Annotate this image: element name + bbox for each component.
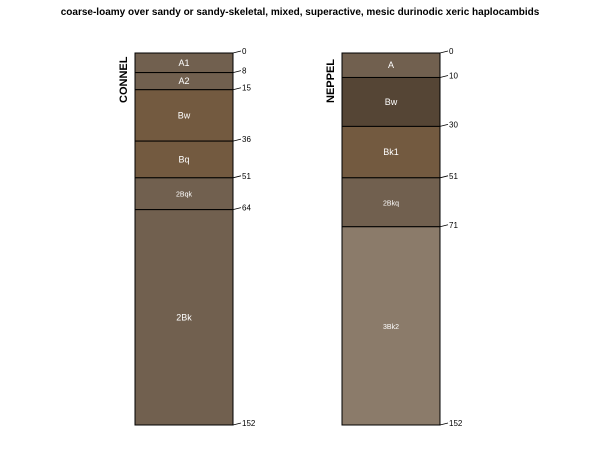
horizon-connel-bq [134, 140, 234, 179]
depth-tick [439, 422, 449, 426]
profile-name-connel: CONNEL [118, 56, 130, 103]
horizon-label: A2 [178, 76, 189, 86]
horizon-label: Bw [385, 97, 398, 107]
depth-label: 0 [242, 47, 247, 56]
depth-label: 152 [449, 419, 463, 428]
horizon-label: 3Bk2 [383, 324, 399, 331]
horizon-neppel-bw [341, 76, 441, 127]
depth-label: 152 [242, 419, 256, 428]
horizon-connel-bw [134, 89, 234, 142]
depth-tick [439, 124, 449, 127]
depth-tick [232, 138, 242, 142]
depth-tick [439, 75, 449, 78]
depth-tick [232, 175, 242, 179]
depth-tick [232, 70, 242, 73]
depth-tick [232, 207, 242, 211]
depth-label: 30 [449, 120, 458, 129]
depth-tick [232, 50, 242, 54]
soil-profile-connel: CONNEL A1 A2 Bw Bq 2Bqk 2Bk 0 8 15 36 51 64 152 [118, 47, 256, 428]
horizon-label: Bq [178, 154, 189, 164]
horizon-label: 2Bk [176, 312, 192, 322]
depth-tick [232, 87, 242, 91]
soil-profile-neppel: NEPPEL A Bw Bk1 2Bkq 3Bk2 0 10 30 51 71 152 [325, 47, 463, 428]
horizon-neppel-a [341, 52, 441, 78]
depth-label: 71 [449, 221, 458, 230]
depth-label: 10 [449, 71, 458, 80]
depth-label: 15 [242, 84, 251, 93]
depth-label: 51 [242, 172, 251, 181]
depth-label: 8 [242, 67, 247, 76]
depth-tick [439, 224, 449, 228]
depth-tick [232, 422, 242, 426]
depth-label: 36 [242, 135, 251, 144]
profile-name-neppel: NEPPEL [325, 59, 337, 103]
depth-label: 64 [242, 204, 251, 213]
horizon-label: A1 [178, 58, 189, 68]
horizon-connel-2bqk [134, 177, 234, 211]
horizon-neppel-3bk2 [341, 226, 441, 426]
horizon-label: Bk1 [383, 147, 399, 157]
horizon-label: 2Bkq [383, 200, 399, 207]
depth-tick [439, 175, 449, 179]
page-title: coarse-loamy over sandy or sandy-skeleta… [60, 7, 540, 18]
horizon-label: Bw [178, 110, 191, 120]
horizon-connel-2bk [134, 209, 234, 426]
depth-label: 51 [449, 172, 458, 181]
horizon-label: A [388, 60, 394, 70]
horizon-label: 2Bqk [176, 192, 192, 199]
depth-tick [439, 50, 449, 54]
depth-label: 0 [449, 47, 454, 56]
